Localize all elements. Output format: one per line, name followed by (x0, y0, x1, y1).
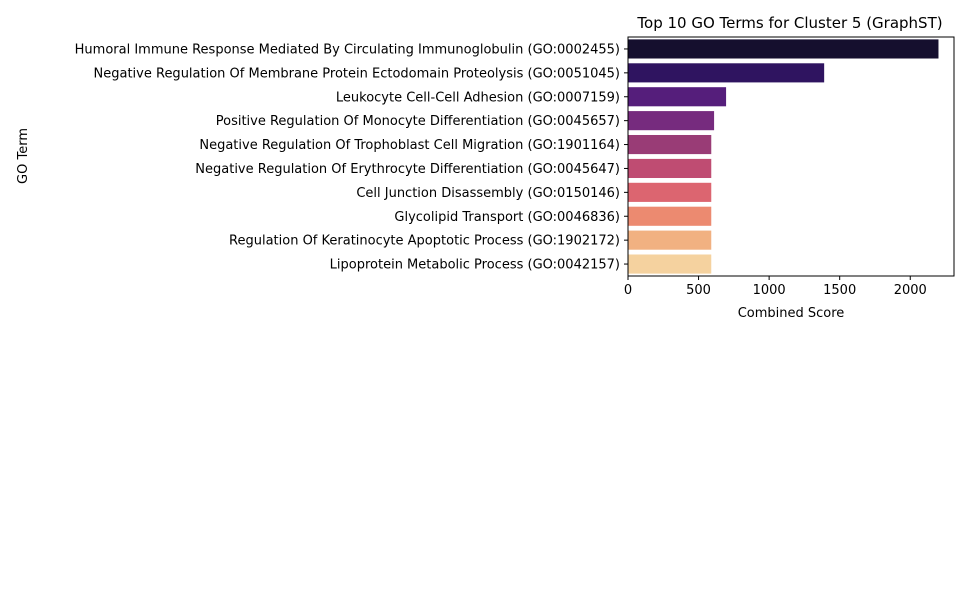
bar-10 (628, 254, 712, 274)
bar-6 (628, 158, 712, 179)
y-tick-label: Cell Junction Disassembly (GO:0150146) (356, 186, 620, 201)
plot-frame (627, 36, 955, 277)
bar-3 (628, 87, 727, 107)
bar-9 (628, 230, 712, 250)
x-axis-label: Combined Score (738, 306, 845, 321)
x-tick-label: 500 (686, 283, 711, 298)
x-ticks: 0 500 1000 1500 2000 (624, 276, 927, 298)
y-tick-label: Negative Regulation Of Trophoblast Cell … (199, 138, 620, 153)
y-axis-label: GO Term (16, 128, 31, 184)
bar-7 (628, 182, 712, 202)
y-tick-label: Regulation Of Keratinocyte Apoptotic Pro… (229, 234, 620, 249)
bar-2 (628, 63, 825, 83)
y-tick-label: Lipoprotein Metabolic Process (GO:004215… (330, 258, 620, 273)
bar-1 (628, 39, 939, 59)
x-tick-label: 1000 (753, 283, 786, 298)
chart-title: Top 10 GO Terms for Cluster 5 (GraphST) (636, 14, 942, 32)
y-tick-label: Positive Regulation Of Monocyte Differen… (216, 114, 620, 129)
y-tick-label: Negative Regulation Of Erythrocyte Diffe… (195, 162, 620, 177)
y-tick-label: Glycolipid Transport (GO:0046836) (394, 210, 620, 225)
bar-5 (628, 134, 712, 155)
bar-4 (628, 111, 715, 131)
bars-group (628, 39, 939, 274)
y-tick-labels: Humoral Immune Response Mediated By Circ… (75, 42, 628, 273)
bar-8 (628, 206, 712, 226)
y-tick-label: Leukocyte Cell-Cell Adhesion (GO:0007159… (336, 90, 620, 105)
y-tick-label: Negative Regulation Of Membrane Protein … (94, 66, 620, 81)
x-tick-label: 0 (624, 283, 632, 298)
x-tick-label: 2000 (894, 283, 927, 298)
x-tick-label: 1500 (823, 283, 856, 298)
y-tick-label: Humoral Immune Response Mediated By Circ… (75, 42, 620, 57)
